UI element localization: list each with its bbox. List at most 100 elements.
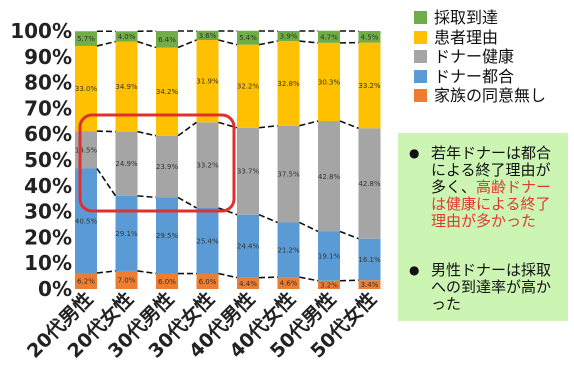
segment-data-label: 3.2%: [320, 281, 338, 289]
connector-line: [138, 196, 157, 198]
connector-line: [259, 215, 278, 223]
segment-data-label: 3.4%: [361, 281, 379, 289]
segment-data-label: 33.0%: [75, 85, 98, 93]
segment-data-label: 33.2%: [196, 162, 219, 170]
note-item-2: ● 男性ドナーは採取への到達率が高かった: [398, 262, 568, 313]
segment-data-label: 32.2%: [237, 83, 260, 91]
connector-line: [97, 42, 116, 46]
y-tick-label: 50%: [24, 148, 72, 172]
segment-data-label: 14.5%: [75, 146, 98, 154]
legend-item: ドナー健康: [414, 47, 574, 67]
segment-data-label: 4.6%: [280, 280, 298, 288]
segment-data-label: 21.2%: [277, 246, 300, 254]
connector-line: [219, 274, 238, 278]
connector-line: [259, 277, 278, 278]
legend-label: 採取到達: [434, 8, 498, 27]
segment-data-label: 5.4%: [239, 34, 257, 42]
y-tick-label: 40%: [24, 174, 72, 198]
legend-item: ドナー都合: [414, 67, 574, 87]
segment-data-label: 40.5%: [75, 217, 98, 225]
segment-data-label: 37.5%: [277, 171, 300, 179]
segment-data-label: 23.9%: [156, 163, 179, 171]
connector-line: [97, 271, 116, 273]
segment-data-label: 31.9%: [196, 78, 219, 86]
segment-data-label: 6.0%: [199, 278, 217, 286]
y-axis: 0%10%20%30%40%50%60%70%80%90%100%: [10, 19, 72, 301]
legend-swatch: [414, 89, 427, 102]
legend: 採取到達 患者理由 ドナー健康 ドナー都合 家族の同意無し: [414, 8, 574, 106]
connector-line: [219, 40, 238, 45]
connector-line: [259, 126, 278, 128]
segment-data-label: 33.2%: [358, 82, 381, 90]
segment-data-label: 3.9%: [280, 33, 298, 41]
y-tick-label: 30%: [24, 200, 72, 224]
bullet-icon: ●: [409, 145, 419, 162]
y-tick-label: 70%: [24, 96, 72, 120]
segment-data-label: 34.2%: [156, 88, 179, 96]
segment-data-label: 29.1%: [115, 230, 138, 238]
legend-swatch: [414, 11, 427, 24]
connector-line: [340, 121, 359, 128]
legend-item: 家族の同意無し: [414, 86, 574, 106]
segment-data-label: 3.6%: [199, 32, 217, 40]
connector-line: [340, 231, 359, 238]
connector-line: [178, 40, 197, 47]
connector-line: [97, 169, 116, 196]
segment-data-label: 16.1%: [358, 256, 381, 264]
segment-data-label: 29.5%: [156, 232, 179, 240]
segment-data-label: 42.8%: [358, 180, 381, 188]
y-tick-label: 90%: [24, 45, 72, 69]
connector-line: [340, 280, 359, 281]
connector-line: [178, 197, 197, 208]
segment-data-label: 24.4%: [237, 243, 260, 251]
segment-data-label: 33.7%: [237, 168, 260, 176]
y-tick-label: 60%: [24, 122, 72, 146]
connector-line: [178, 122, 197, 135]
connector-line: [300, 222, 319, 231]
legend-swatch: [414, 50, 427, 63]
note-item-2-text: 男性ドナーは採取への到達率が高かった: [431, 261, 551, 313]
segment-data-label: 34.9%: [115, 83, 138, 91]
bullet-icon: ●: [409, 262, 419, 279]
legend-label: 患者理由: [434, 28, 498, 47]
segment-data-label: 19.1%: [318, 253, 341, 261]
legend-swatch: [414, 31, 427, 44]
connector-line: [300, 277, 319, 281]
legend-item: 採取到達: [414, 8, 574, 28]
y-tick-label: 80%: [24, 71, 72, 95]
connector-line: [300, 41, 319, 43]
connector-line: [300, 121, 319, 126]
segment-data-label: 4.7%: [320, 33, 338, 41]
segment-data-label: 6.2%: [77, 278, 95, 286]
segment-data-label: 32.8%: [277, 80, 300, 88]
note-box: ● 若年ドナーは都合による終了理由が多く、高齢ドナーは健康による終了理由が多かっ…: [398, 133, 568, 321]
connector-line: [259, 41, 278, 45]
y-tick-label: 10%: [24, 251, 72, 275]
note-item-1: ● 若年ドナーは都合による終了理由が多く、高齢ドナーは健康による終了理由が多かっ…: [398, 145, 568, 230]
segment-data-label: 6.0%: [158, 278, 176, 286]
legend-label: ドナー都合: [434, 67, 514, 86]
y-tick-label: 0%: [38, 277, 72, 301]
segment-data-label: 4.0%: [118, 33, 136, 41]
y-tick-label: 20%: [24, 225, 72, 249]
segment-data-label: 4.5%: [361, 33, 379, 41]
legend-swatch: [414, 70, 427, 83]
segment-data-label: 30.3%: [318, 78, 341, 86]
connector-line: [138, 42, 157, 48]
legend-item: 患者理由: [414, 28, 574, 48]
segment-data-label: 24.9%: [115, 160, 138, 168]
segment-data-label: 6.4%: [158, 36, 176, 44]
legend-label: ドナー健康: [434, 47, 514, 66]
segment-data-label: 5.7%: [77, 35, 95, 43]
segment-data-label: 42.8%: [318, 173, 341, 181]
stacked-bar-chart: 0%10%20%30%40%50%60%70%80%90%100% 6.2% 40…: [0, 0, 400, 383]
connector-line: [138, 132, 157, 136]
connector-line: [138, 271, 157, 274]
legend-label: 家族の同意無し: [434, 86, 546, 105]
segment-data-label: 4.4%: [239, 280, 257, 288]
segment-data-label: 7.0%: [118, 276, 136, 284]
segment-data-label: 25.4%: [196, 237, 219, 245]
y-tick-label: 100%: [10, 19, 72, 43]
connector-line: [97, 131, 116, 132]
